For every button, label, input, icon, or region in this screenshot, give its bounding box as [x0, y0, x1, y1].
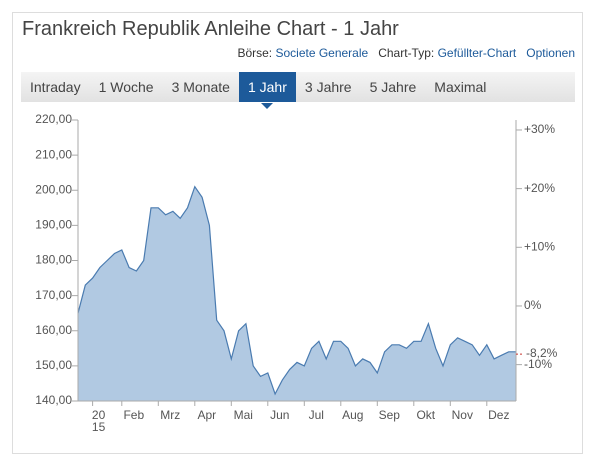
- y-tick-label: 190,00: [35, 218, 72, 232]
- x-tick-label: Mrz: [160, 408, 181, 422]
- tab[interactable]: 1 Woche: [98, 79, 154, 95]
- x-tick-label: Jun: [270, 408, 290, 422]
- y-tick-label: 200,00: [35, 182, 72, 196]
- tab[interactable]: 5 Jahre: [369, 79, 417, 95]
- tabs: Intraday 1 Woche 3 Monate 1 Jahr 3 Jahre 5 Ja…: [21, 72, 575, 109]
- tab[interactable]: 1 Jahr: [238, 72, 296, 109]
- tab[interactable]: Maximal: [434, 79, 487, 95]
- x-tick-label: Feb: [123, 408, 145, 422]
- x-tick-label: Aug: [342, 408, 364, 422]
- tab[interactable]: 3 Jahre: [304, 79, 352, 95]
- link[interactable]: Optionen: [526, 46, 575, 60]
- label: Chart-Typ:: [378, 46, 435, 60]
- x-tick-label: 20 15: [91, 408, 106, 434]
- y-tick-label: 150,00: [35, 358, 72, 372]
- x-tick-label: Sep: [378, 408, 400, 422]
- x-tick-label: Apr: [197, 408, 217, 422]
- y-tick-label: 220,00: [35, 112, 72, 126]
- x-tick-label: Mai: [233, 408, 253, 422]
- y-tick-label: 160,00: [35, 323, 72, 337]
- y-tick-label: 140,00: [35, 393, 72, 407]
- y2-tick-label: +30%: [524, 122, 555, 136]
- x-tick-label: Nov: [451, 408, 473, 422]
- annotation-label: -8,2%: [526, 346, 558, 360]
- link[interactable]: Gefüllter-Chart: [437, 46, 517, 60]
- y2-tick-label: -10%: [524, 357, 552, 371]
- y-tick-label: 210,00: [35, 147, 72, 161]
- y-tick-label: 180,00: [35, 253, 72, 267]
- y2-tick-label: +20%: [524, 181, 555, 195]
- y2-tick-label: 0%: [524, 298, 542, 312]
- card: [12, 12, 583, 454]
- link[interactable]: Societe Generale: [275, 46, 369, 60]
- title: Frankreich Republik Anleihe Chart - 1 Ja…: [22, 18, 399, 40]
- x-tick-label: Jul: [308, 408, 324, 422]
- subheader: Börse: Societe Generale Chart-Typ: Gefül…: [237, 46, 575, 60]
- y2-tick-label: +10%: [524, 239, 555, 253]
- label: Börse:: [237, 46, 273, 60]
- area: [78, 186, 516, 401]
- tab[interactable]: 3 Monate: [171, 79, 230, 95]
- y-tick-label: 170,00: [35, 288, 72, 302]
- x-tick-label: Okt: [416, 408, 436, 422]
- x-tick-label: Dez: [488, 408, 510, 422]
- tab[interactable]: Intraday: [30, 79, 81, 95]
- line: [77, 185, 516, 396]
